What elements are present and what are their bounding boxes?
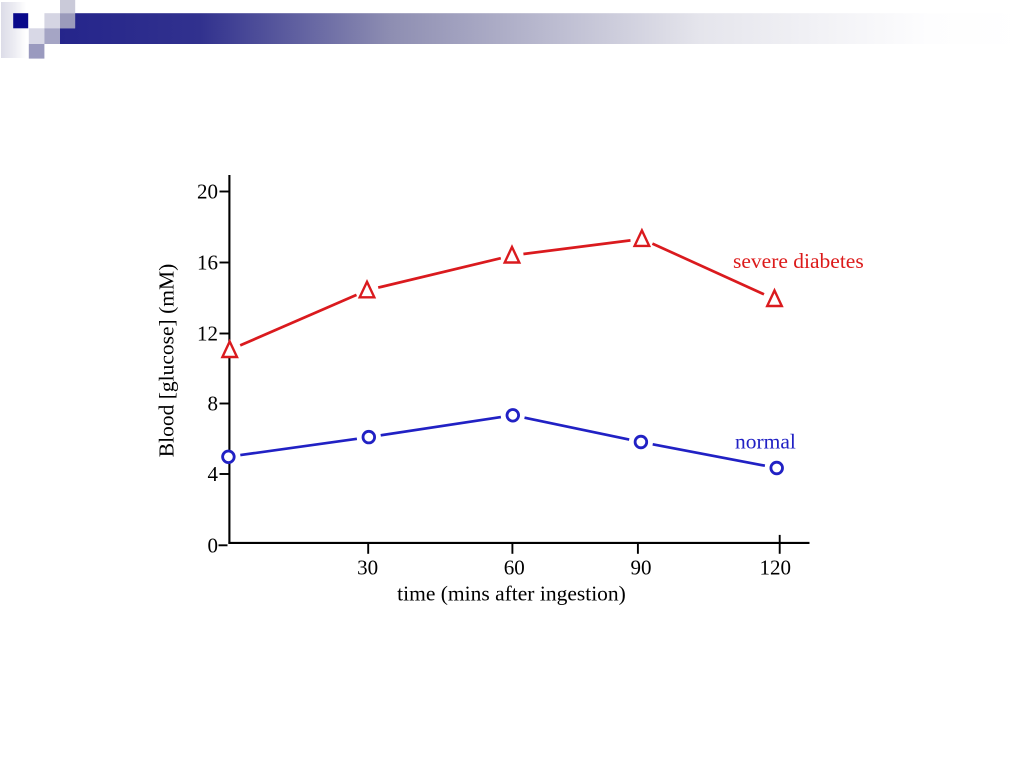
svg-text:16: 16 bbox=[197, 251, 218, 275]
svg-text:120: 120 bbox=[760, 556, 792, 580]
svg-text:12: 12 bbox=[197, 322, 218, 346]
svg-text:severe diabetes: severe diabetes bbox=[733, 249, 864, 273]
svg-text:30: 30 bbox=[357, 556, 378, 580]
svg-text:90: 90 bbox=[631, 556, 652, 580]
svg-text:60: 60 bbox=[504, 556, 525, 580]
svg-text:20: 20 bbox=[197, 180, 218, 204]
svg-text:normal: normal bbox=[735, 430, 796, 454]
svg-text:0: 0 bbox=[208, 533, 219, 557]
svg-text:8: 8 bbox=[208, 392, 219, 416]
svg-text:Blood [glucose] (mM): Blood [glucose] (mM) bbox=[155, 264, 179, 457]
svg-text:time (mins after ingestion): time (mins after ingestion) bbox=[397, 582, 626, 606]
svg-text:4: 4 bbox=[208, 462, 219, 486]
